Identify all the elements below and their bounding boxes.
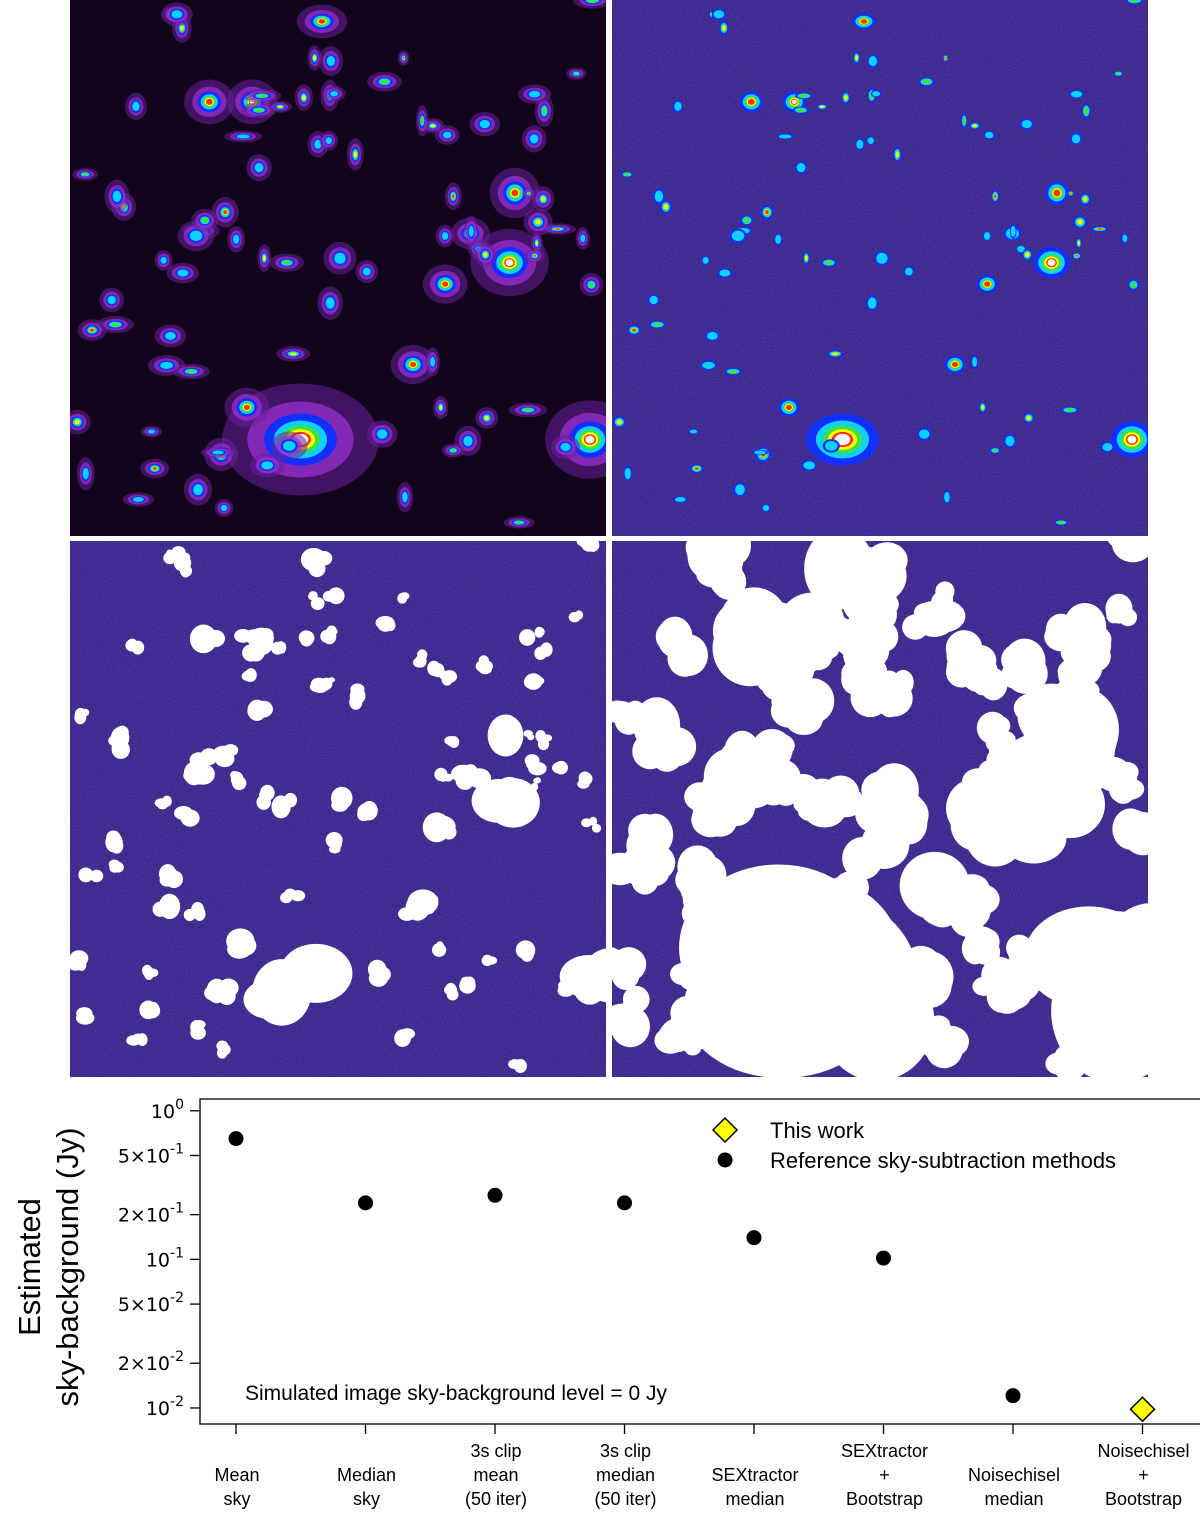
- legend-reference-marker: [717, 1152, 733, 1168]
- x-category-label: Mean: [214, 1465, 259, 1485]
- reference-method-point: [487, 1187, 503, 1203]
- y-axis-label-line1: Estimated: [12, 1198, 47, 1336]
- y-tick-label: 10-1: [146, 1245, 184, 1271]
- x-category-label: 3s clip: [470, 1441, 521, 1461]
- y-tick-label: 100: [151, 1097, 184, 1123]
- smoothed-image-panel: [70, 0, 606, 536]
- reference-method-point: [1005, 1388, 1021, 1404]
- this-work-point: [1129, 1396, 1156, 1423]
- x-category-label: Bootstrap: [1105, 1489, 1182, 1509]
- y-axis-label-line2: sky-background (Jy): [50, 1127, 85, 1406]
- x-category-label: sky: [224, 1489, 251, 1509]
- sky-background-chart: 100 5×10-1 2×10-1 10-1 5×10-2 2×10-2 10-2 Mean…: [12, 1097, 1200, 1509]
- x-category-label: median: [984, 1489, 1043, 1509]
- x-category-label: Noisechisel: [1097, 1441, 1189, 1461]
- reference-method-point: [617, 1195, 632, 1211]
- y-tick-label: 5×10-2: [118, 1290, 184, 1316]
- legend-entry-label: Reference sky-subtraction methods: [770, 1148, 1116, 1173]
- reference-method-point: [876, 1250, 891, 1266]
- x-category-label: (50 iter): [465, 1489, 527, 1509]
- reference-method-point: [358, 1195, 373, 1211]
- sky-level-annotation: Simulated image sky-background level = 0…: [245, 1382, 667, 1405]
- x-category-label: median: [725, 1489, 784, 1509]
- x-category-label: +: [879, 1465, 890, 1485]
- data-points: [228, 1131, 1156, 1423]
- legend-this-work-marker: [711, 1116, 739, 1144]
- reference-method-point: [746, 1230, 762, 1246]
- legend: This work Reference sky-subtraction metho…: [711, 1116, 1116, 1173]
- y-axis: 100 5×10-1 2×10-1 10-1 5×10-2 2×10-2 10-2: [118, 1097, 200, 1420]
- x-category-label: Noisechisel: [968, 1465, 1060, 1485]
- x-category-label: mean: [473, 1465, 518, 1485]
- raw-image-panel: [612, 0, 1148, 536]
- legend-entry-label: This work: [770, 1118, 865, 1143]
- plot-frame: [199, 1098, 1200, 1425]
- x-category-label: median: [596, 1465, 655, 1485]
- y-tick-label: 10-2: [146, 1394, 184, 1420]
- x-category-label: SEXtractor: [841, 1441, 928, 1461]
- x-category-label: +: [1138, 1465, 1149, 1485]
- x-axis: Mean sky Median sky 3s clip mean (50 iter) 3s c…: [214, 1424, 1190, 1509]
- y-tick-label: 5×10-1: [118, 1141, 184, 1167]
- compact-mask-panel: [70, 541, 606, 1077]
- x-category-label: 3s clip: [600, 1441, 651, 1461]
- raw-image: [612, 0, 1148, 536]
- y-tick-label: 2×10-1: [118, 1201, 184, 1227]
- compact-mask: [70, 541, 606, 1077]
- x-category-label: Bootstrap: [846, 1489, 923, 1509]
- x-category-label: sky: [353, 1489, 380, 1509]
- x-category-label: Median: [337, 1465, 396, 1485]
- x-category-label: SEXtractor: [711, 1465, 798, 1485]
- x-category-label: (50 iter): [594, 1489, 656, 1509]
- reference-method-point: [228, 1131, 244, 1147]
- extended-mask: [612, 541, 1148, 1077]
- smoothed-image: [70, 0, 606, 536]
- extended-mask-panel: [612, 541, 1148, 1077]
- y-tick-label: 2×10-2: [118, 1349, 184, 1375]
